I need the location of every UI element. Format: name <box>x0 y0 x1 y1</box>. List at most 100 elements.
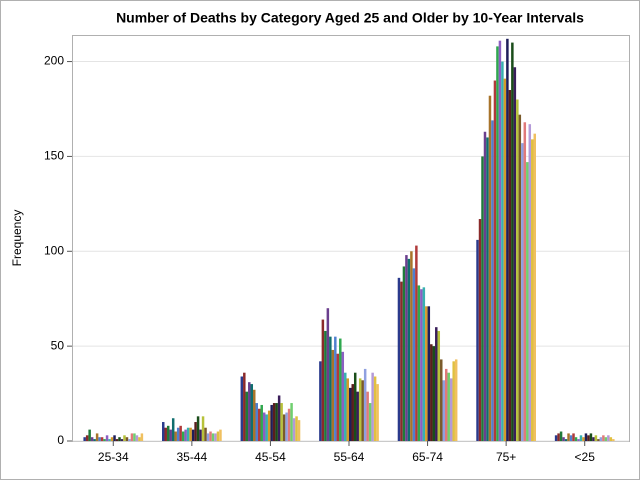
bar <box>277 395 281 441</box>
bar <box>292 418 296 441</box>
bar <box>516 99 519 441</box>
bar <box>577 439 580 441</box>
bar <box>405 255 408 441</box>
bar <box>397 277 401 441</box>
bar <box>498 40 502 441</box>
bar <box>219 429 222 441</box>
bar <box>130 433 134 441</box>
bar <box>128 439 131 441</box>
bar <box>334 336 337 441</box>
bar <box>115 439 119 441</box>
bar <box>584 433 588 441</box>
bar <box>432 346 436 441</box>
bar <box>189 427 192 441</box>
bar <box>511 42 514 442</box>
y-tick-label: 200 <box>44 54 64 68</box>
bar <box>528 124 532 442</box>
bar <box>506 38 509 441</box>
bar <box>582 437 585 441</box>
bar <box>481 156 484 441</box>
bar <box>95 433 99 441</box>
bar <box>513 67 517 442</box>
bar <box>260 404 263 441</box>
bar <box>108 439 111 441</box>
bar <box>452 361 455 441</box>
bar <box>262 412 266 441</box>
bar <box>297 420 301 441</box>
bar <box>437 330 441 441</box>
bar <box>162 422 165 441</box>
bar <box>373 376 377 441</box>
bar <box>356 391 359 441</box>
bar <box>366 391 369 441</box>
bar <box>319 361 322 441</box>
bar <box>164 427 167 441</box>
bar <box>257 408 261 441</box>
bar <box>275 403 278 441</box>
x-tick-label: <25 <box>575 450 596 464</box>
bar <box>488 95 492 442</box>
bar <box>290 403 293 441</box>
x-tick-label: 35-44 <box>177 450 208 464</box>
bar <box>83 437 86 441</box>
bar <box>589 433 593 441</box>
bar <box>191 429 195 441</box>
bar <box>120 439 124 441</box>
bar <box>420 289 423 441</box>
bar <box>272 403 276 441</box>
bar <box>597 439 600 441</box>
bar <box>587 435 590 441</box>
x-tick-label: 55-64 <box>334 450 365 464</box>
bar <box>110 437 114 441</box>
bar <box>88 429 91 441</box>
bar <box>368 403 372 441</box>
x-tick-label: 75+ <box>496 450 516 464</box>
bar <box>346 378 349 441</box>
bar <box>361 380 364 441</box>
bar <box>417 285 421 441</box>
bar <box>253 389 256 441</box>
bar <box>287 408 291 441</box>
bar <box>201 416 205 441</box>
bar <box>518 114 522 441</box>
bar <box>240 376 244 441</box>
bar <box>444 368 448 441</box>
bar <box>211 433 215 441</box>
x-tick-label: 65-74 <box>412 450 443 464</box>
bar <box>295 416 298 441</box>
bar <box>135 435 139 441</box>
bar <box>326 308 330 441</box>
y-tick-label: 150 <box>44 149 64 163</box>
bar <box>339 338 342 441</box>
bar <box>336 353 340 441</box>
y-tick-label: 50 <box>51 338 65 352</box>
bar <box>214 433 217 441</box>
bar <box>592 437 595 441</box>
bar <box>341 351 345 441</box>
bar <box>105 435 109 441</box>
bar <box>607 435 610 441</box>
bar <box>204 427 207 441</box>
bar <box>442 380 445 441</box>
bar <box>449 378 453 441</box>
bar <box>604 437 608 441</box>
bar <box>521 143 524 441</box>
bar <box>435 327 438 441</box>
bar <box>125 437 129 441</box>
y-axis-label: Frequency <box>10 210 24 267</box>
bar <box>344 372 347 441</box>
bar <box>331 349 335 441</box>
bar <box>579 435 583 441</box>
bar <box>243 372 246 441</box>
bar <box>133 433 136 441</box>
bar <box>166 425 170 441</box>
bar <box>533 133 536 441</box>
bar <box>113 435 116 441</box>
bar <box>483 131 487 441</box>
bar <box>493 80 497 441</box>
bar <box>508 90 512 442</box>
bar <box>609 437 613 441</box>
bar <box>199 429 202 441</box>
bar <box>216 431 220 441</box>
